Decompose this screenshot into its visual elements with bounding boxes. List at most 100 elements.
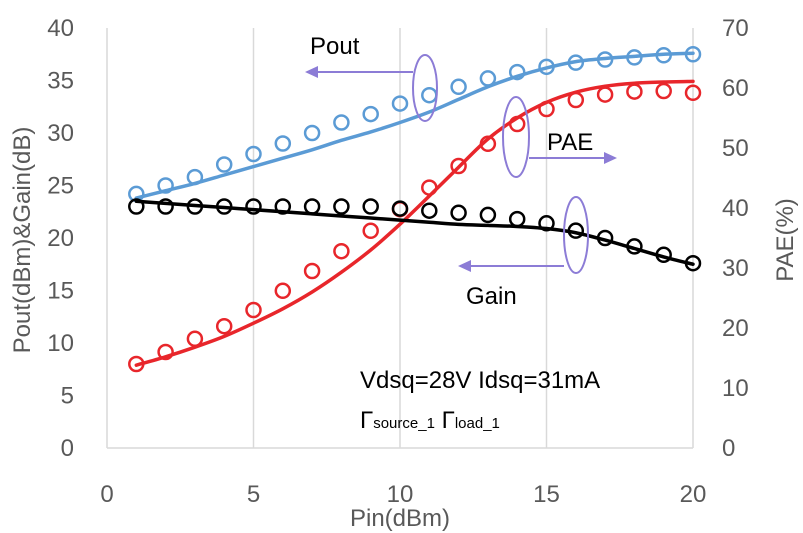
pout-measured-point: [303, 124, 321, 142]
gain-measured-point: [157, 198, 174, 215]
pae-measured-point: [538, 100, 555, 118]
y-tick-label: 15: [47, 278, 74, 305]
pout-measured-point: [274, 135, 292, 152]
pae-simulated-line: [134, 79, 695, 367]
pae-measured-point: [421, 179, 438, 196]
y2-tick-label: 20: [722, 315, 749, 342]
pout-measured-point: [684, 46, 702, 63]
impedance-conditions-text: Γsource_1 Γload_1: [360, 407, 500, 434]
pae-measured-point: [186, 330, 204, 348]
gain-measured-point: [421, 202, 438, 219]
pout-measured-point: [508, 63, 526, 81]
pout-measured-point: [655, 47, 672, 64]
pae-measured-point: [479, 135, 497, 153]
pae-series: [128, 79, 702, 373]
pout-arrow-head: [305, 66, 318, 78]
x-tick-label: 15: [533, 481, 560, 508]
pout-measured-point: [626, 49, 643, 66]
x-tick-label: 20: [680, 481, 707, 508]
gain-measured-point: [567, 222, 585, 239]
y-tick-label: 0: [61, 435, 74, 462]
pae-arrow-head: [604, 152, 617, 164]
pae-measured-point: [128, 355, 145, 373]
gain-measured-point: [596, 229, 614, 247]
pae-measured-point: [450, 157, 467, 175]
y-axis-title: Pout(dBm)&Gain(dB): [9, 127, 36, 354]
pae-measured-point: [626, 83, 643, 100]
y-tick-label: 25: [47, 173, 74, 200]
y-tick-label: 30: [47, 120, 74, 147]
plot-area: [106, 28, 694, 449]
pae-measured-point: [362, 222, 379, 240]
y-tick-label: 10: [47, 330, 74, 357]
y2-tick-label: 40: [722, 195, 749, 222]
pae-measured-point: [245, 301, 262, 319]
annotations: Pout PAE Gain Vdsq=28V Idsq=31mA Γsource…: [305, 33, 617, 434]
pae-measured-point: [567, 91, 585, 109]
x-axis-title: Pin(dBm): [350, 505, 450, 532]
y2-tick-label: 10: [722, 375, 749, 402]
gamma-load-symbol: Γ: [442, 407, 455, 434]
y-tick-label: 5: [61, 383, 74, 410]
bias-conditions-text: Vdsq=28V Idsq=31mA: [360, 367, 600, 394]
pae-measured-point: [333, 242, 350, 260]
pout-measured-point: [245, 145, 262, 163]
gain-measured-point: [508, 210, 526, 228]
y-tick-label: 35: [47, 68, 74, 95]
gain-measured-point: [684, 254, 702, 272]
gain-measured-point: [655, 246, 672, 264]
gain-measured-point: [538, 215, 555, 232]
pae-measured-point: [596, 86, 614, 103]
gain-measured-point: [479, 206, 497, 224]
pae-indicator-ellipse: [502, 96, 530, 178]
pae-measured-point: [508, 115, 526, 133]
pout-series: [128, 46, 702, 203]
pout-measured-point: [391, 95, 409, 112]
pout-measured-point: [333, 114, 350, 131]
pout-label: Pout: [310, 33, 360, 60]
gain-measured-point: [333, 198, 350, 215]
pout-measured-point: [596, 51, 614, 68]
pae-measured-point: [655, 82, 672, 100]
pout-measured-point: [479, 70, 497, 87]
gain-measured-point: [391, 200, 409, 217]
pae-measured-point: [274, 282, 292, 300]
y2-tick-label: 60: [722, 75, 749, 102]
gain-measured-point: [215, 198, 233, 215]
pae-measured-point: [157, 343, 174, 361]
y2-axis-title: PAE(%): [772, 198, 799, 282]
pout-measured-point: [157, 177, 174, 194]
gain-simulated-line: [134, 199, 695, 266]
gain-measured-point: [362, 198, 379, 215]
x-tick-label: 0: [100, 481, 113, 508]
x-tick-label: 5: [247, 481, 260, 508]
pout-measured-point: [215, 156, 233, 173]
tick-labels: 0 5 10 15 20 0 5 10 15 20 25 30 35 40 0 10 20 30 40 50 60 70: [47, 15, 748, 508]
gain-arrow-head: [458, 260, 471, 272]
gain-measured-point: [274, 198, 292, 215]
gain-measured-point: [128, 198, 145, 215]
pout-simulated-line: [134, 51, 695, 200]
gain-measured-point: [186, 198, 204, 215]
pout-indicator-ellipse: [412, 54, 438, 122]
pout-measured-point: [186, 168, 204, 186]
gain-series: [128, 198, 702, 272]
y-tick-label: 40: [47, 15, 74, 42]
gamma-source-subscript: source_1: [373, 415, 435, 432]
gain-measured-point: [303, 198, 321, 215]
grid: [106, 28, 694, 448]
pae-measured-point: [303, 262, 321, 280]
pout-measured-point: [421, 86, 438, 104]
y2-tick-label: 70: [722, 15, 749, 42]
gamma-source-symbol: Γ: [360, 407, 373, 434]
pout-measured-point: [567, 54, 585, 71]
pae-measured-point: [684, 84, 702, 102]
x-tick-label: 10: [387, 481, 414, 508]
gain-measured-point: [245, 198, 262, 215]
y2-tick-label: 0: [722, 435, 735, 462]
pout-measured-point: [450, 78, 467, 96]
pout-measured-point: [538, 58, 555, 76]
gain-label: Gain: [466, 283, 517, 310]
y-tick-label: 20: [47, 225, 74, 252]
